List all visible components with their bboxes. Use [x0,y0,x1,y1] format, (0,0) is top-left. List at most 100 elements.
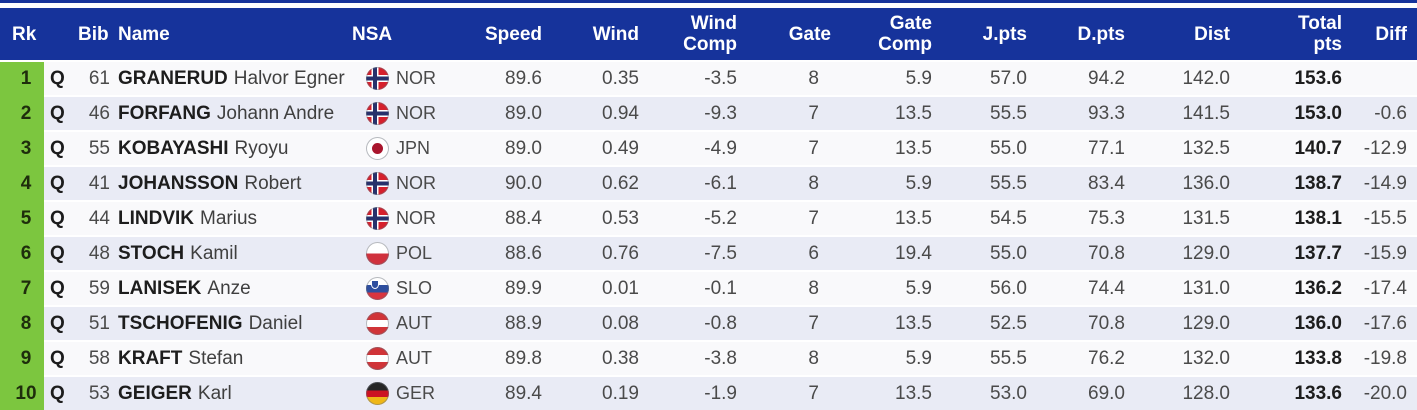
diff-cell: -17.6 [1364,305,1417,340]
wind-cell: 0.76 [547,235,647,270]
table-row[interactable]: 8 Q 51 TSCHOFENIG Daniel AUT 88.9 0.08 -0… [0,305,1417,340]
qualified-cell: Q [44,165,78,200]
gate-comp-cell: 5.9 [847,340,957,375]
athlete-name[interactable]: LANISEK Anze [112,270,352,305]
rank-cell: 2 [0,95,44,130]
wind-comp-cell: -4.9 [647,130,762,165]
rank-cell: 6 [0,235,44,270]
distance-points-cell: 77.1 [1052,130,1152,165]
rank-cell: 5 [0,200,44,235]
diff-cell: -17.4 [1364,270,1417,305]
top-border-line [0,0,1417,3]
nation-cell: NOR [352,200,462,235]
diff-cell: -15.5 [1364,200,1417,235]
distance-cell: 142.0 [1152,60,1257,95]
gate-cell: 6 [762,235,847,270]
athlete-name[interactable]: JOHANSSON Robert [112,165,352,200]
gate-cell: 7 [762,305,847,340]
diff-cell: -20.0 [1364,375,1417,410]
qualified-cell: Q [44,375,78,410]
wind-cell: 0.53 [547,200,647,235]
nation-cell: NOR [352,60,462,95]
nation-cell: AUT [352,305,462,340]
column-header-rank: Rk [12,23,37,45]
judge-points-cell: 52.5 [957,305,1052,340]
gate-cell: 7 [762,200,847,235]
flag-ger-icon [366,382,389,405]
total-points-cell: 138.1 [1257,200,1367,235]
bib-cell: 55 [78,130,112,165]
total-points-cell: 133.6 [1257,375,1367,410]
flag-pol-icon [366,242,389,265]
gate-cell: 8 [762,340,847,375]
bib-cell: 59 [78,270,112,305]
athlete-name[interactable]: FORFANG Johann Andre [112,95,352,130]
wind-comp-cell: -5.2 [647,200,762,235]
speed-cell: 88.4 [462,200,547,235]
column-header-nsa: NSA [352,23,393,45]
gate-comp-cell: 19.4 [847,235,957,270]
table-header-row: Rk Bib Name NSA Speed Wind Wind Comp Gat… [0,8,1417,60]
table-row[interactable]: 1 Q 61 GRANERUD Halvor Egner NOR 89.6 0.3… [0,60,1417,95]
column-header-diff: Diff [1375,23,1407,45]
diff-cell: -0.6 [1367,95,1417,130]
judge-points-cell: 54.5 [957,200,1052,235]
table-row[interactable]: 4 Q 41 JOHANSSON Robert NOR 90.0 0.62 -6.… [0,165,1417,200]
judge-points-cell: 55.0 [957,130,1052,165]
rank-cell: 4 [0,165,44,200]
qualified-cell: Q [44,340,78,375]
column-header-distance-points: D.pts [1077,23,1126,45]
gate-cell: 8 [762,60,847,95]
distance-points-cell: 94.2 [1052,60,1152,95]
judge-points-cell: 56.0 [957,270,1052,305]
athlete-name[interactable]: KOBAYASHI Ryoyu [112,130,352,165]
judge-points-cell: 57.0 [957,60,1052,95]
table-row[interactable]: 5 Q 44 LINDVIK Marius NOR 88.4 0.53 -5.2 … [0,200,1417,235]
table-row[interactable]: 6 Q 48 STOCH Kamil POL 88.6 0.76 -7.5 6 1… [0,235,1417,270]
flag-nor-icon [366,102,389,125]
gate-cell: 7 [762,130,847,165]
athlete-name[interactable]: GRANERUD Halvor Egner [112,60,352,95]
bib-cell: 58 [78,340,112,375]
qualified-cell: Q [44,200,78,235]
diff-cell: -15.9 [1364,235,1417,270]
wind-comp-cell: -6.1 [647,165,762,200]
flag-aut-icon [366,347,389,370]
column-header-name: Name [118,23,170,45]
rank-cell: 1 [0,60,44,95]
table-row[interactable]: 2 Q 46 FORFANG Johann Andre NOR 89.0 0.94… [0,95,1417,130]
distance-points-cell: 93.3 [1052,95,1152,130]
gate-cell: 8 [762,165,847,200]
table-row[interactable]: 10 Q 53 GEIGER Karl GER 89.4 0.19 -1.9 7 … [0,375,1417,410]
gate-comp-cell: 13.5 [847,95,957,130]
athlete-name[interactable]: STOCH Kamil [112,235,352,270]
total-points-cell: 138.7 [1257,165,1367,200]
athlete-name[interactable]: TSCHOFENIG Daniel [112,305,352,340]
wind-comp-cell: -7.5 [647,235,762,270]
athlete-name[interactable]: LINDVIK Marius [112,200,352,235]
rank-cell: 3 [0,130,44,165]
wind-comp-cell: -0.8 [647,305,762,340]
nation-cell: POL [352,235,462,270]
rank-cell: 10 [0,375,44,410]
wind-comp-cell: -9.3 [647,95,762,130]
speed-cell: 89.9 [462,270,547,305]
diff-cell [1367,60,1417,95]
athlete-name[interactable]: KRAFT Stefan [112,340,352,375]
column-header-judge-points: J.pts [982,23,1027,45]
speed-cell: 90.0 [462,165,547,200]
flag-slo-icon [366,277,389,300]
gate-cell: 7 [762,95,847,130]
table-row[interactable]: 9 Q 58 KRAFT Stefan AUT 89.8 0.38 -3.8 8 … [0,340,1417,375]
athlete-name[interactable]: GEIGER Karl [112,375,352,410]
distance-cell: 129.0 [1152,235,1257,270]
distance-points-cell: 76.2 [1052,340,1152,375]
wind-comp-cell: -0.1 [647,270,762,305]
gate-comp-cell: 5.9 [847,165,957,200]
table-row[interactable]: 7 Q 59 LANISEK Anze SLO 89.9 0.01 -0.1 8 … [0,270,1417,305]
gate-comp-cell: 13.5 [847,130,957,165]
speed-cell: 89.0 [462,130,547,165]
flag-aut-icon [366,312,389,335]
gate-cell: 7 [762,375,847,410]
table-row[interactable]: 3 Q 55 KOBAYASHI Ryoyu JPN 89.0 0.49 -4.9… [0,130,1417,165]
